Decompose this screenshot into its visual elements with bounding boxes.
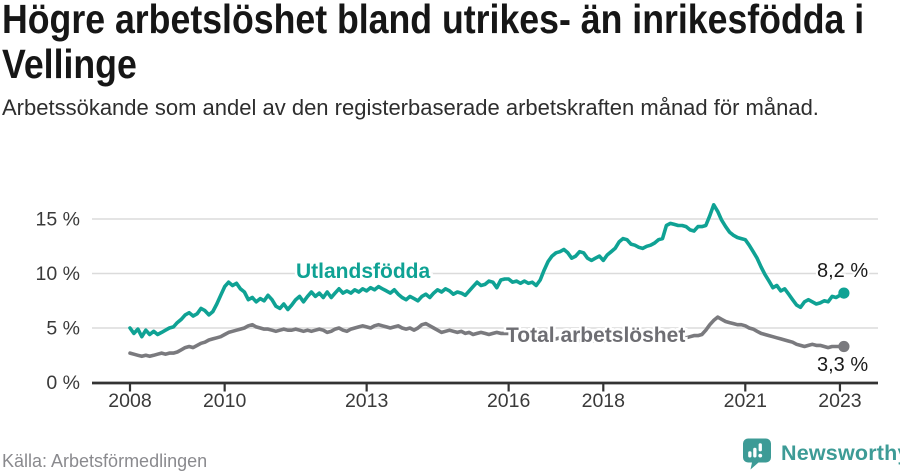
- x-axis-label: 2023: [818, 390, 861, 412]
- series-line-utlandsf-dda: [128, 203, 846, 339]
- series-label-total-arbetsl-shet: Total arbetslöshet: [506, 324, 685, 347]
- y-axis-label: 10 %: [36, 263, 80, 285]
- x-axis-label: 2008: [108, 390, 151, 412]
- source-note: Källa: Arbetsförmedlingen: [2, 451, 208, 471]
- line-chart: Utlandsfödda Total arbetslöshet 8,2 % 3,3 %…: [36, 203, 878, 412]
- x-axis-label: 2016: [487, 390, 530, 412]
- end-value-label-utlandsf-dda: 8,2 %: [817, 260, 868, 282]
- x-axis-label: 2018: [582, 390, 625, 412]
- end-dot-total-arbetsl-shet: [838, 340, 850, 353]
- series-label-utlandsf-dda: Utlandsfödda: [296, 260, 430, 283]
- newsworthy-icon: [743, 438, 771, 470]
- end-dot-utlandsf-dda: [838, 287, 850, 299]
- newsworthy-logo[interactable]: Newsworthy: [740, 437, 900, 470]
- y-axis-label: 5 %: [46, 318, 80, 340]
- series-line-total-arbetsl-shet: [128, 315, 846, 359]
- newsworthy-wordmark: Newsworthy: [781, 441, 900, 465]
- y-axis-label: 0 %: [46, 372, 80, 394]
- x-axis-label: 2010: [203, 390, 247, 412]
- page-subtitle: Arbetssökande som andel av den registerb…: [2, 95, 819, 120]
- x-axis-label: 2021: [724, 390, 767, 412]
- end-value-label-total-arbetsl-shet: 3,3 %: [817, 354, 868, 376]
- y-axis-label: 15 %: [36, 209, 80, 231]
- x-axis-label: 2013: [345, 390, 388, 412]
- page-title: Högre arbetslöshet bland utrikes- än inr…: [2, 0, 865, 87]
